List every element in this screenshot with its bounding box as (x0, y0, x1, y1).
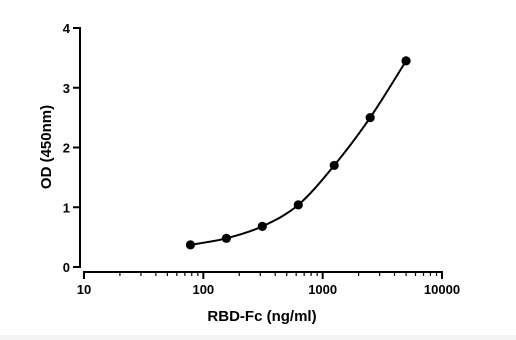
data-point (221, 233, 231, 243)
y-tick-label: 1 (63, 200, 70, 215)
x-tick-label: 1000 (308, 282, 337, 297)
x-tick-label: 100 (192, 282, 214, 297)
y-tick-label: 0 (63, 260, 70, 275)
y-tick-label: 4 (63, 21, 71, 36)
data-point (401, 56, 411, 66)
data-point (185, 240, 196, 250)
data-point (329, 160, 339, 171)
y-axis-title: OD (450nm) (38, 105, 55, 189)
y-tick-label: 2 (63, 141, 70, 156)
data-point (365, 113, 375, 123)
points-layer (185, 56, 411, 250)
x-tick-label: 10 (77, 282, 91, 297)
data-point (257, 221, 267, 231)
axes-layer (79, 27, 443, 273)
data-point (293, 200, 303, 210)
ticks-layer: 0 1 2 3 4 10 100 1000 10000 (63, 21, 460, 297)
x-tick-label: 10000 (424, 282, 460, 297)
y-tick-label: 3 (63, 81, 70, 96)
x-axis-title: RBD-Fc (ng/ml) (207, 308, 316, 325)
curve-layer (190, 60, 407, 246)
fit-curve (190, 60, 407, 246)
